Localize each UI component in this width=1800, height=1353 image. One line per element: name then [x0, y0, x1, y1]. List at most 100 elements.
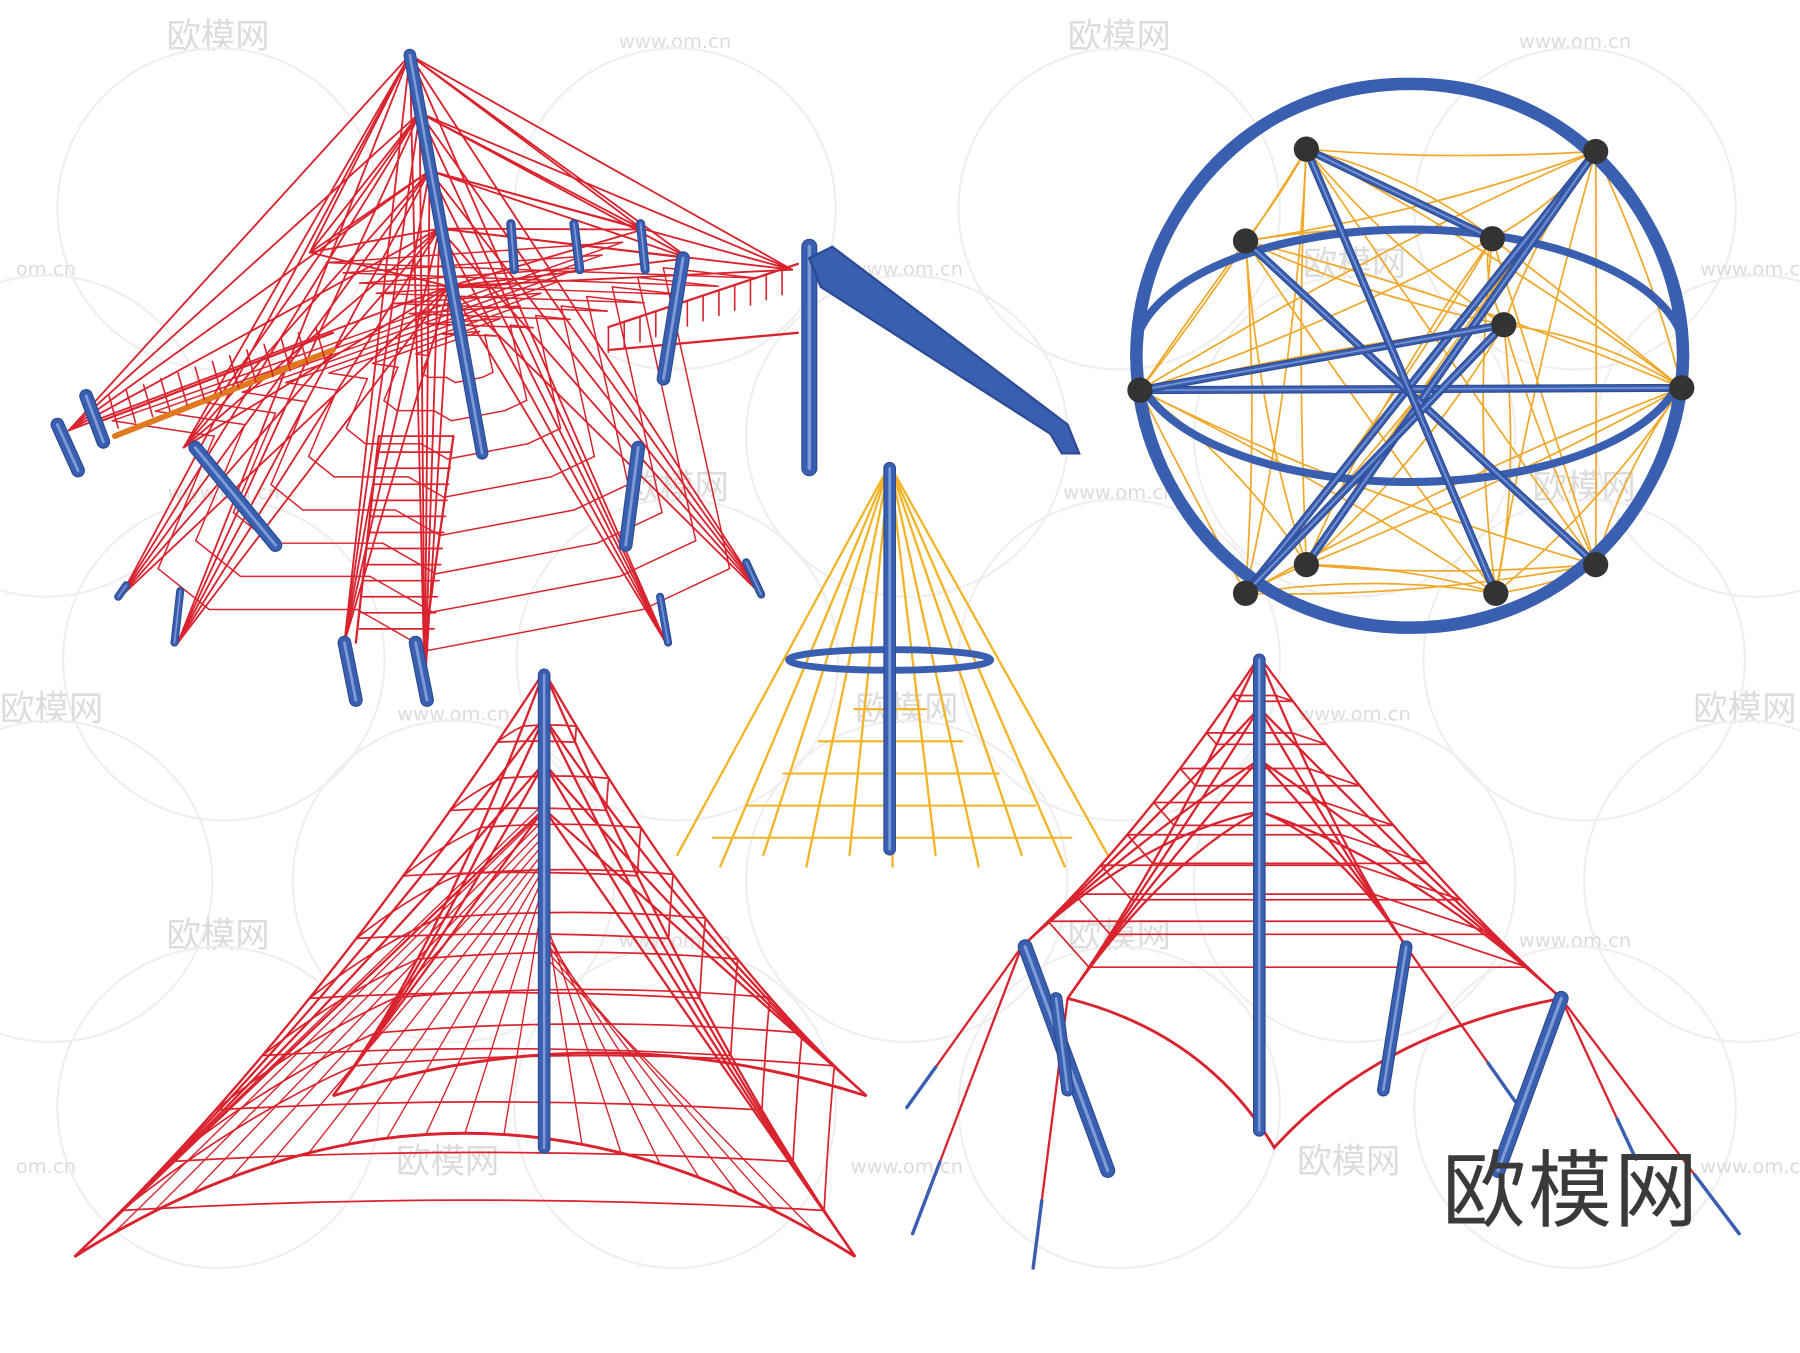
- sphere-node: [1583, 138, 1609, 165]
- rope: [1594, 151, 1683, 389]
- ring-rope: [1126, 833, 1154, 865]
- watermark-text: 欧模网: [166, 916, 269, 956]
- watermark-text: om.cn: [16, 257, 76, 280]
- ring-rope: [501, 775, 609, 780]
- rope: [543, 955, 817, 1234]
- rope: [342, 254, 603, 274]
- rope: [270, 483, 304, 511]
- sphere-node: [1232, 228, 1259, 254]
- rope: [309, 112, 421, 254]
- rope: [383, 399, 398, 412]
- rope: [195, 539, 242, 578]
- rope: [415, 353, 430, 357]
- ring-rope: [402, 826, 482, 877]
- rope: [425, 874, 545, 1136]
- rope: [848, 463, 891, 857]
- ring-rope: [698, 917, 707, 999]
- rope: [1244, 240, 1497, 594]
- rope: [418, 112, 644, 231]
- watermark-text: www.om.cn: [1298, 703, 1410, 726]
- rope: [314, 326, 326, 360]
- star-net-structure: [50, 48, 1081, 707]
- rope: [228, 354, 240, 389]
- rope: [611, 286, 663, 514]
- watermark-text: www.om.cn: [1700, 257, 1800, 280]
- rope: [1244, 149, 1308, 594]
- pole-highlight: [193, 446, 277, 547]
- rope: [343, 54, 411, 644]
- rope: [119, 169, 431, 598]
- rope: [154, 254, 603, 412]
- rope: [408, 54, 794, 271]
- sphere-ring: [1134, 77, 1685, 634]
- pole-highlight: [1244, 150, 1597, 595]
- ring-rope: [729, 959, 739, 1056]
- ring-rope: [449, 777, 503, 812]
- watermark-circle: [56, 47, 380, 371]
- rope: [428, 169, 667, 644]
- rope: [1020, 655, 1261, 948]
- rope: [284, 292, 542, 384]
- rope: [888, 463, 937, 857]
- rope: [438, 227, 794, 271]
- rope: [198, 400, 277, 414]
- rope: [177, 372, 188, 406]
- sphere-node: [1479, 226, 1505, 252]
- rope: [420, 355, 430, 374]
- pole-highlight: [509, 222, 516, 271]
- edge-rope: [1067, 996, 1562, 1150]
- pole-highlight: [1244, 324, 1505, 595]
- rope: [888, 463, 980, 868]
- rope: [428, 169, 644, 231]
- rope: [435, 542, 598, 575]
- ring-rope: [1073, 893, 1112, 936]
- rope: [1305, 238, 1494, 565]
- rope: [309, 169, 431, 254]
- pole-highlight: [55, 423, 80, 472]
- rope: [762, 463, 891, 857]
- rope: [119, 54, 411, 598]
- rope: [464, 882, 545, 1134]
- rope: [420, 371, 429, 379]
- ring-rope: [823, 1065, 836, 1211]
- pole-highlight: [639, 222, 647, 271]
- pole-highlight: [1244, 240, 1597, 566]
- ring-rope: [396, 988, 771, 999]
- watermark-circle: [1583, 719, 1800, 1044]
- pole-highlight: [745, 561, 762, 596]
- rope: [73, 802, 545, 1258]
- ring-rope: [761, 997, 771, 1110]
- rope: [509, 324, 528, 402]
- pole-highlight: [1139, 324, 1505, 391]
- ring-rope: [636, 827, 642, 876]
- rope: [1066, 810, 1260, 1000]
- rope: [151, 818, 545, 1213]
- rope: [67, 169, 431, 432]
- pole-highlight: [1305, 150, 1597, 566]
- rope: [111, 420, 216, 437]
- rope: [354, 434, 380, 644]
- ring-rope: [1356, 864, 1462, 901]
- sphere-node: [1483, 580, 1509, 606]
- rope: [428, 169, 690, 260]
- ring-rope: [1152, 801, 1175, 827]
- rope: [423, 434, 455, 644]
- ring-rope: [792, 1032, 804, 1162]
- turnbuckle: [1615, 1117, 1638, 1161]
- ring-rope: [605, 778, 610, 811]
- watermark-text: www.om.cn: [851, 1155, 963, 1178]
- rope: [369, 575, 434, 613]
- rope: [142, 383, 154, 418]
- sphere-node: [1232, 580, 1259, 606]
- watermark-text: 欧模网: [1068, 17, 1171, 57]
- pole-highlight: [117, 584, 127, 598]
- ring-rope: [459, 868, 674, 876]
- sphere-ring: [1130, 225, 1690, 487]
- rope: [560, 305, 596, 458]
- rope: [67, 54, 411, 432]
- watermark-text: 欧模网: [166, 17, 269, 57]
- ring-rope: [497, 740, 576, 744]
- rope: [1503, 324, 1597, 565]
- rope: [67, 112, 421, 432]
